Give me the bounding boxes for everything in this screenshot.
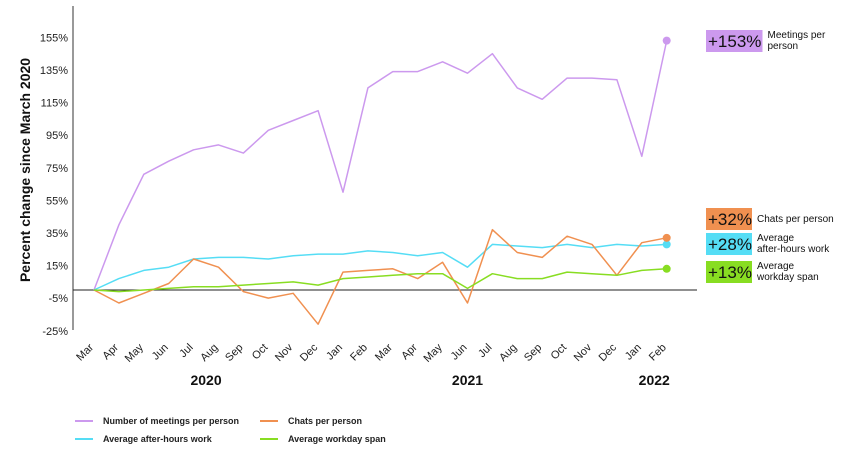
series-line — [93, 228, 667, 325]
x-tick-label: Sep — [522, 342, 544, 364]
x-tick-label: Mar — [373, 341, 395, 363]
callout-badge — [706, 233, 752, 255]
legend-label: Chats per person — [288, 416, 362, 426]
x-tick-label: Oct — [250, 342, 271, 363]
x-tick-label: Nov — [572, 341, 595, 364]
callout-label: Average — [757, 261, 795, 272]
x-tick-label: Jan — [324, 342, 345, 363]
x-tick-label: Dec — [597, 341, 620, 364]
x-axis: Mar Apr May Jun Jul Aug Sep Oct Nov Dec Jan Feb Mar A… — [74, 341, 669, 365]
callout-badge-value: +28% — [708, 235, 752, 254]
series-end-point — [662, 264, 671, 273]
x-tick-label: Jul — [177, 342, 195, 360]
callout-badge-value: +13% — [708, 263, 752, 282]
series-end-point — [662, 36, 671, 45]
x-tick-label: Nov — [273, 341, 296, 364]
callout-label: workday span — [756, 272, 819, 283]
callout-label: Meetings per — [768, 30, 826, 41]
y-axis-title: Percent change since March 2020 — [17, 58, 33, 282]
callout-badge — [706, 261, 752, 283]
x-tick-label: May — [422, 341, 446, 365]
y-tick-label: 135% — [40, 65, 68, 77]
series-line — [93, 268, 667, 293]
x-tick-label: Jul — [476, 342, 494, 360]
x-tick-label: Aug — [198, 342, 220, 364]
callout-label: Chats per person — [757, 214, 834, 225]
y-tick-label: 115% — [41, 98, 69, 110]
callout-label: person — [768, 41, 799, 52]
x-tick-label: Aug — [497, 342, 519, 364]
x-tick-label: Jan — [623, 342, 644, 363]
series-end-point — [662, 233, 671, 242]
x-tick-label: Jun — [449, 342, 470, 363]
x-tick-label: Oct — [549, 342, 570, 363]
callout-label: Average — [757, 233, 795, 244]
y-tick-label: 35% — [46, 228, 68, 240]
callout-badge — [706, 30, 763, 52]
x-tick-label: Feb — [647, 342, 669, 364]
y-tick-label: 155% — [40, 32, 68, 44]
x-tick-label: Apr — [100, 341, 121, 362]
y-tick-label: -25% — [42, 326, 68, 338]
callout-badge-value: +153% — [708, 32, 761, 51]
year-labels: 2020 2021 2022 — [190, 372, 670, 388]
y-tick-label: 95% — [46, 130, 68, 142]
legend: Number of meetings per person Chats per p… — [75, 416, 386, 444]
year-label: 2021 — [452, 372, 483, 388]
x-tick-label: May — [123, 341, 147, 365]
series-line — [93, 243, 667, 291]
x-tick-label: Dec — [298, 341, 321, 364]
callout-badge — [706, 208, 752, 230]
year-label: 2022 — [639, 372, 670, 388]
y-axis: -25% -5% 15% 35% 55% 75% 95% 115% 135% 155% — [40, 6, 74, 338]
callout-badge-value: +32% — [708, 210, 752, 229]
legend-label: Average workday span — [288, 434, 386, 444]
x-tick-label: Jun — [150, 342, 171, 363]
series-lines — [93, 36, 671, 325]
x-tick-label: Sep — [223, 342, 245, 364]
series-end-point — [662, 240, 671, 249]
callout-label: after-hours work — [757, 244, 830, 255]
x-tick-label: Apr — [399, 341, 420, 362]
year-label: 2020 — [190, 372, 221, 388]
legend-label: Number of meetings per person — [103, 416, 239, 426]
y-tick-label: -5% — [48, 293, 68, 305]
series-line — [93, 40, 668, 291]
x-tick-label: Mar — [74, 341, 96, 363]
legend-label: Average after-hours work — [103, 434, 213, 444]
x-tick-label: Feb — [348, 342, 370, 364]
y-tick-label: 75% — [46, 163, 68, 175]
y-tick-label: 15% — [46, 261, 68, 273]
y-tick-label: 55% — [46, 195, 68, 207]
